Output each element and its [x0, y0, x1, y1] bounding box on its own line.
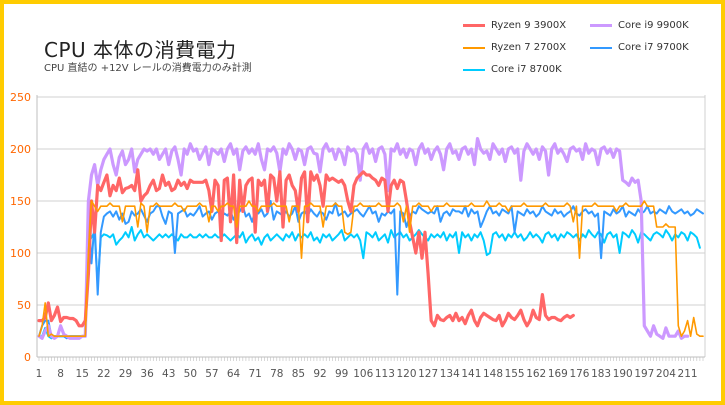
legend-swatch	[463, 24, 485, 27]
y-tick-label: 100	[10, 247, 31, 260]
legend-label: Core i9 9900K	[618, 20, 689, 31]
legend-item: Ryzen 7 2700X	[463, 42, 566, 53]
x-tick-label: 57	[205, 368, 218, 380]
legend-label: Ryzen 9 3900X	[491, 20, 567, 31]
legend-label: Core i7 8700K	[491, 64, 562, 75]
x-tick-label: 78	[270, 368, 283, 380]
x-tick-label: 85	[292, 368, 305, 380]
x-tick-label: 190	[613, 368, 633, 380]
series-line-ryzen-7-2700x	[38, 200, 704, 338]
x-tick-label: 211	[678, 368, 698, 380]
legend-swatch	[463, 46, 485, 49]
y-tick-label: 250	[10, 91, 31, 104]
x-tick-label: 176	[569, 368, 589, 380]
x-tick-label: 64	[227, 368, 241, 380]
x-tick-label: 1	[36, 368, 43, 380]
x-tick-label: 127	[418, 368, 438, 380]
x-tick-label: 92	[313, 368, 326, 380]
x-tick-label: 71	[248, 368, 261, 380]
x-tick-label: 162	[526, 368, 546, 380]
x-tick-label: 43	[162, 368, 175, 380]
x-tick-label: 155	[505, 368, 525, 380]
legend-label: Core i7 9700K	[618, 42, 689, 53]
legend: Ryzen 9 3900X Core i9 9900K Ryzen 7 2700X C…	[455, 20, 715, 90]
x-tick-label: 197	[634, 368, 654, 380]
x-tick-label: 15	[76, 368, 89, 380]
y-tick-label: 0	[24, 351, 31, 364]
x-tick-label: 50	[184, 368, 197, 380]
x-tick-label: 99	[335, 368, 348, 380]
x-tick-label: 169	[548, 368, 568, 380]
legend-swatch	[590, 24, 612, 27]
x-tick-label: 141	[461, 368, 481, 380]
y-tick-label: 200	[10, 143, 31, 156]
x-tick-label: 22	[97, 368, 110, 380]
y-tick-label: 150	[10, 195, 31, 208]
x-tick-label: 183	[591, 368, 611, 380]
legend-swatch	[463, 68, 485, 71]
legend-item: Core i9 9900K	[590, 20, 689, 31]
x-tick-label: 113	[375, 368, 395, 380]
y-tick-label: 50	[17, 299, 31, 312]
series-line-core-i9-9900k	[37, 137, 690, 340]
legend-swatch	[590, 46, 612, 49]
legend-item: Core i7 8700K	[463, 64, 562, 75]
legend-item: Core i7 9700K	[590, 42, 689, 53]
chart-title: CPU 本体の消費電力	[44, 38, 237, 62]
series-line-ryzen-9-3900x	[37, 168, 575, 328]
x-tick-label: 106	[353, 368, 373, 380]
legend-item: Ryzen 9 3900X	[463, 20, 566, 31]
legend-label: Ryzen 7 2700X	[491, 42, 567, 53]
x-tick-label: 8	[57, 368, 64, 380]
chart-subtitle: CPU 直結の +12V レールの消費電力のみ計測	[44, 63, 252, 74]
x-tick-label: 36	[140, 368, 154, 380]
series-line-core-i7-8700k	[38, 226, 701, 340]
x-tick-label: 134	[440, 368, 460, 380]
x-tick-label: 29	[119, 368, 132, 380]
x-tick-label: 148	[483, 368, 503, 380]
x-tick-label: 204	[656, 368, 676, 380]
x-tick-label: 120	[397, 368, 417, 380]
